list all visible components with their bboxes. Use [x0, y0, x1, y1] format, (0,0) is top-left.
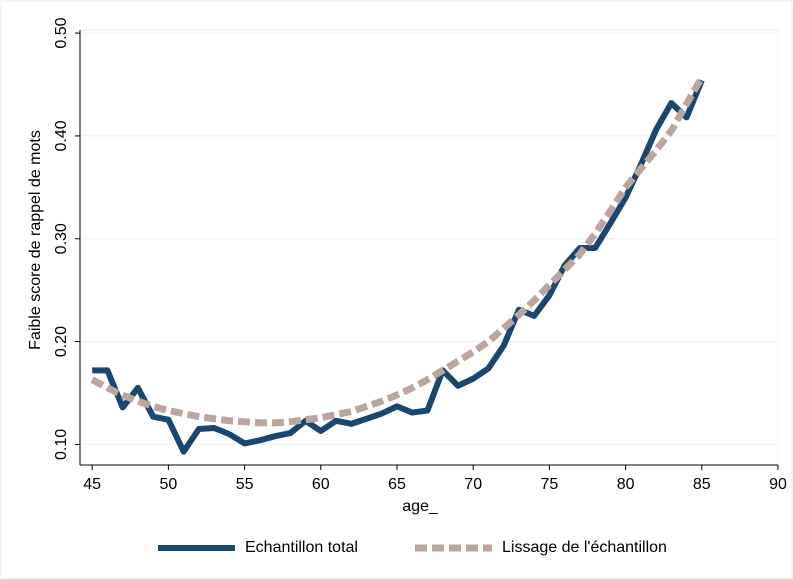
x-tick-label: 90	[769, 476, 787, 493]
legend-label: Lissage de l'échantillon	[502, 539, 667, 556]
y-axis-label: Faible score de rappel de mots	[27, 130, 44, 350]
y-tick-label: 0.40	[53, 120, 70, 151]
y-tick-label: 0.50	[53, 17, 70, 48]
x-tick-label: 70	[464, 476, 482, 493]
x-tick-label: 75	[540, 476, 558, 493]
x-tick-label: 55	[236, 476, 254, 493]
x-tick-label: 50	[159, 476, 177, 493]
x-tick-label: 45	[83, 476, 101, 493]
legend-label: Echantillon total	[245, 539, 358, 556]
y-tick-label: 0.10	[53, 429, 70, 460]
line-series	[92, 79, 705, 455]
x-axis-label: age_	[402, 498, 439, 515]
plot-area	[79, 29, 779, 466]
x-tick-label: 85	[693, 476, 711, 493]
x-tick-label: 60	[312, 476, 330, 493]
y-tick-label: 0.20	[53, 326, 70, 357]
x-tick-label: 80	[617, 476, 635, 493]
x-tick-label: 65	[388, 476, 406, 493]
y-tick-label: 0.30	[53, 223, 70, 254]
line-series	[90, 75, 705, 427]
